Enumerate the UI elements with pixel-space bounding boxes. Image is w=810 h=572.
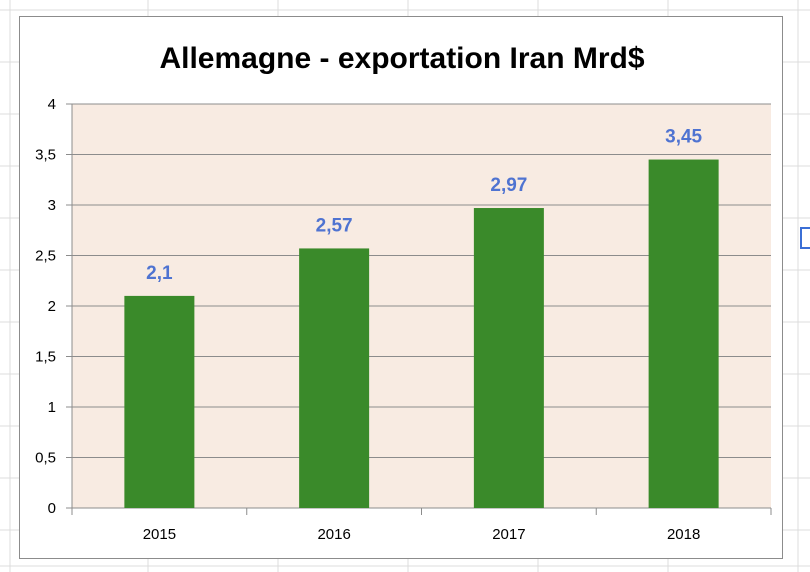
y-tick-label: 1,5 bbox=[35, 349, 56, 366]
y-tick-label: 1 bbox=[48, 399, 56, 416]
y-tick-label: 0 bbox=[48, 500, 56, 517]
x-tick-label: 2015 bbox=[143, 526, 176, 543]
bar-2015 bbox=[124, 295, 195, 508]
data-label: 3,45 bbox=[665, 127, 702, 148]
x-tick-label: 2017 bbox=[492, 526, 525, 543]
y-tick-label: 2 bbox=[48, 298, 56, 315]
selection-handle[interactable] bbox=[800, 227, 810, 249]
data-label: 2,97 bbox=[490, 175, 527, 196]
data-label: 2,1 bbox=[146, 263, 173, 284]
bar-2018 bbox=[648, 159, 719, 509]
chart-title: Allemagne - exportation Iran Mrd$ bbox=[159, 42, 644, 75]
bar-2017 bbox=[473, 208, 544, 508]
y-tick-label: 0,5 bbox=[35, 450, 56, 467]
x-tick-label: 2018 bbox=[667, 526, 700, 543]
data-label: 2,57 bbox=[316, 215, 353, 236]
y-tick-label: 4 bbox=[48, 96, 56, 113]
x-tick-label: 2016 bbox=[317, 526, 350, 543]
y-tick-label: 3 bbox=[48, 197, 56, 214]
y-tick-label: 3,5 bbox=[35, 147, 56, 164]
plot-area: 0 0,5 1 1,5 2 2,5 3 3,5 4 2,1 2015 2,57 2016 2,97 2017… bbox=[35, 96, 772, 543]
bar-2016 bbox=[299, 248, 370, 508]
y-tick-label: 2,5 bbox=[35, 248, 56, 265]
